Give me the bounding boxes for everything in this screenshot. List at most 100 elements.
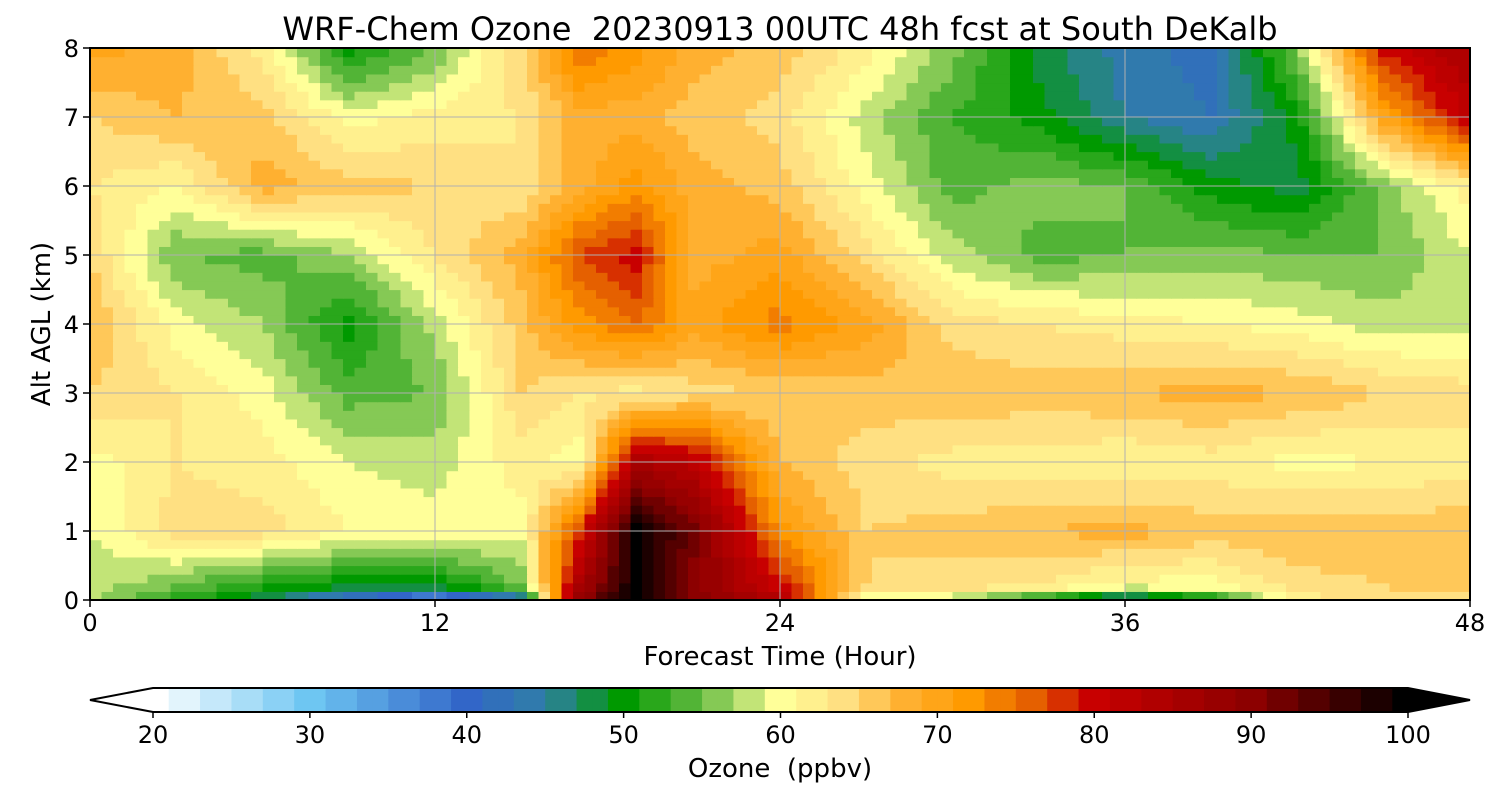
heatmap-cell	[561, 341, 574, 351]
heatmap-cell	[1056, 462, 1069, 472]
heatmap-cell	[1251, 487, 1264, 498]
heatmap-cell	[1240, 574, 1253, 584]
heatmap-cell	[584, 418, 597, 429]
heatmap-cell	[1067, 574, 1080, 584]
heatmap-cell	[1010, 487, 1023, 498]
heatmap-cell	[159, 582, 172, 592]
heatmap-cell	[1079, 272, 1092, 282]
heatmap-cell	[90, 298, 103, 308]
heatmap-cell	[941, 462, 954, 472]
heatmap-cell	[1217, 556, 1230, 567]
heatmap-cell	[849, 582, 862, 592]
heatmap-cell	[492, 444, 505, 454]
heatmap-cell	[377, 444, 390, 454]
heatmap-cell	[1217, 246, 1230, 256]
heatmap-cell	[527, 272, 540, 282]
heatmap-cell	[987, 324, 1000, 334]
heatmap-cell	[1435, 255, 1448, 265]
heatmap-cell	[653, 358, 666, 368]
heatmap-cell	[653, 375, 666, 385]
heatmap-cell	[182, 470, 195, 480]
heatmap-cell	[492, 375, 505, 385]
heatmap-cell	[630, 280, 643, 291]
heatmap-cell	[308, 324, 321, 334]
heatmap-cell	[1240, 522, 1253, 532]
heatmap-cell	[366, 591, 379, 600]
heatmap-cell	[1332, 470, 1345, 480]
heatmap-cell	[527, 582, 540, 592]
heatmap-cell	[262, 358, 275, 368]
heatmap-cell	[722, 548, 735, 558]
heatmap-cell	[400, 367, 413, 377]
heatmap-cell	[1297, 496, 1310, 506]
heatmap-cell	[975, 315, 988, 325]
heatmap-cell	[343, 246, 356, 256]
heatmap-cell	[1113, 427, 1126, 437]
heatmap-cell	[320, 324, 333, 334]
heatmap-cell	[1079, 496, 1092, 506]
heatmap-cell	[1458, 263, 1470, 273]
heatmap-cell	[1136, 479, 1149, 489]
heatmap-cell	[1217, 401, 1230, 411]
heatmap-cell	[320, 246, 333, 256]
heatmap-cell	[883, 453, 896, 463]
heatmap-cell	[159, 349, 172, 360]
heatmap-cell	[331, 367, 344, 377]
heatmap-cell	[1021, 349, 1034, 360]
heatmap-cell	[343, 453, 356, 463]
heatmap-cell	[1320, 315, 1333, 325]
heatmap-cell	[1240, 591, 1253, 600]
heatmap-cell	[987, 539, 1000, 549]
heatmap-cell	[354, 556, 367, 567]
heatmap-cell	[1389, 548, 1402, 558]
heatmap-cell	[1079, 280, 1092, 291]
heatmap-cell	[1044, 505, 1057, 515]
heatmap-cell	[550, 332, 563, 342]
heatmap-cell	[688, 470, 701, 480]
heatmap-cell	[504, 496, 517, 506]
heatmap-cell	[849, 410, 862, 420]
heatmap-cell	[711, 324, 724, 334]
heatmap-cell	[1343, 393, 1356, 403]
heatmap-cell	[1320, 410, 1333, 420]
heatmap-cell	[1148, 272, 1161, 282]
heatmap-cell	[1194, 582, 1207, 592]
heatmap-cell	[653, 556, 666, 567]
heatmap-cell	[101, 367, 114, 377]
heatmap-cell	[469, 479, 482, 489]
heatmap-cell	[860, 401, 873, 411]
heatmap-cell	[630, 332, 643, 342]
heatmap-cell	[481, 574, 494, 584]
heatmap-cell	[998, 289, 1011, 299]
heatmap-cell	[734, 246, 747, 256]
heatmap-cell	[182, 522, 195, 532]
heatmap-cell	[343, 505, 356, 515]
heatmap-cell	[538, 401, 551, 411]
heatmap-cell	[389, 349, 402, 360]
heatmap-cell	[492, 487, 505, 498]
heatmap-cell	[1010, 289, 1023, 299]
heatmap-cell	[1136, 341, 1149, 351]
heatmap-cell	[941, 324, 954, 334]
heatmap-cell	[757, 462, 770, 472]
heatmap-cell	[998, 522, 1011, 532]
heatmap-cell	[1205, 332, 1218, 342]
heatmap-cell	[527, 522, 540, 532]
heatmap-cell	[297, 384, 310, 394]
heatmap-cell	[1125, 487, 1138, 498]
heatmap-cell	[722, 436, 735, 446]
heatmap-cell	[1102, 298, 1115, 308]
heatmap-cell	[1067, 367, 1080, 377]
heatmap-cell	[205, 513, 218, 523]
heatmap-cell	[1090, 298, 1103, 308]
heatmap-cell	[814, 591, 827, 600]
heatmap-cell	[377, 237, 390, 247]
heatmap-cell	[274, 384, 287, 394]
heatmap-cell	[1044, 548, 1057, 558]
heatmap-cell	[895, 367, 908, 377]
heatmap-cell	[826, 496, 839, 506]
heatmap-cell	[987, 384, 1000, 394]
heatmap-cell	[1079, 401, 1092, 411]
heatmap-cell	[1401, 462, 1414, 472]
heatmap-cell	[297, 418, 310, 429]
